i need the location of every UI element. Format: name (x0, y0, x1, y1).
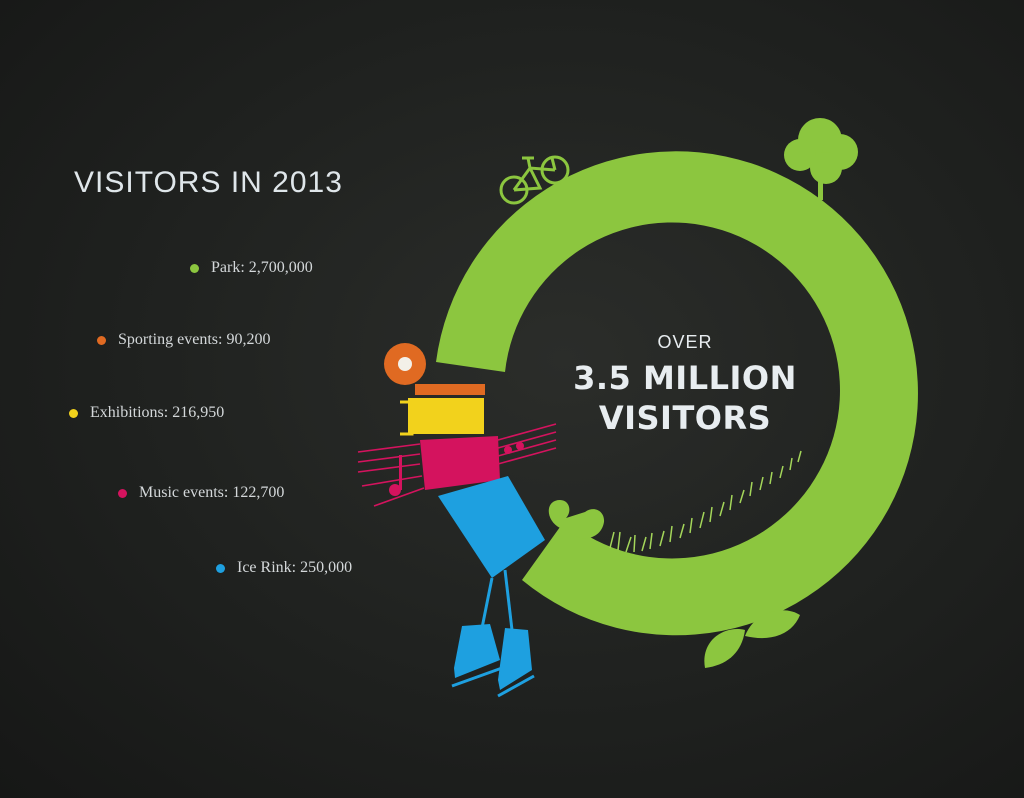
center-text-visitors: VISITORS (598, 399, 772, 437)
tree-icon (784, 118, 858, 200)
exhibitions-block (400, 398, 484, 436)
legend-dot (97, 335, 106, 345)
center-text-total: 3.5 MILLION VISITORS (555, 358, 815, 438)
legend-dot (216, 563, 225, 573)
legend-item-exhibitions: Exhibitions: 216,950 (69, 404, 224, 422)
sporting-events-head (384, 343, 485, 395)
legend-item-sporting-events: Sporting events: 90,200 (97, 331, 270, 349)
chart-title: VISITORS IN 2013 (74, 166, 343, 199)
legend-label: Park: 2,700,000 (211, 259, 313, 276)
legend-item-park: Park: 2,700,000 (190, 259, 313, 277)
music-events-block (357, 423, 557, 507)
center-text-million: 3.5 MILLION (573, 359, 797, 397)
ice-rink-block (438, 476, 545, 698)
legend-item-music-events: Music events: 122,700 (118, 484, 284, 502)
legend-dot (69, 408, 78, 418)
squirrel-icon (548, 500, 605, 539)
legend-label: Ice Rink: 250,000 (237, 559, 353, 576)
legend-dot (190, 263, 199, 273)
legend-item-ice-rink: Ice Rink: 250,000 (216, 559, 352, 577)
bicycle-icon (499, 155, 570, 205)
park-ring (436, 151, 918, 636)
leaves-icon (704, 610, 800, 668)
legend-label: Sporting events: 90,200 (118, 331, 271, 348)
grass-tufts (609, 450, 802, 553)
legend-label: Exhibitions: 216,950 (90, 404, 225, 421)
center-text-over: OVER (657, 332, 713, 352)
legend-label: Music events: 122,700 (139, 484, 285, 501)
legend-dot (118, 488, 127, 498)
